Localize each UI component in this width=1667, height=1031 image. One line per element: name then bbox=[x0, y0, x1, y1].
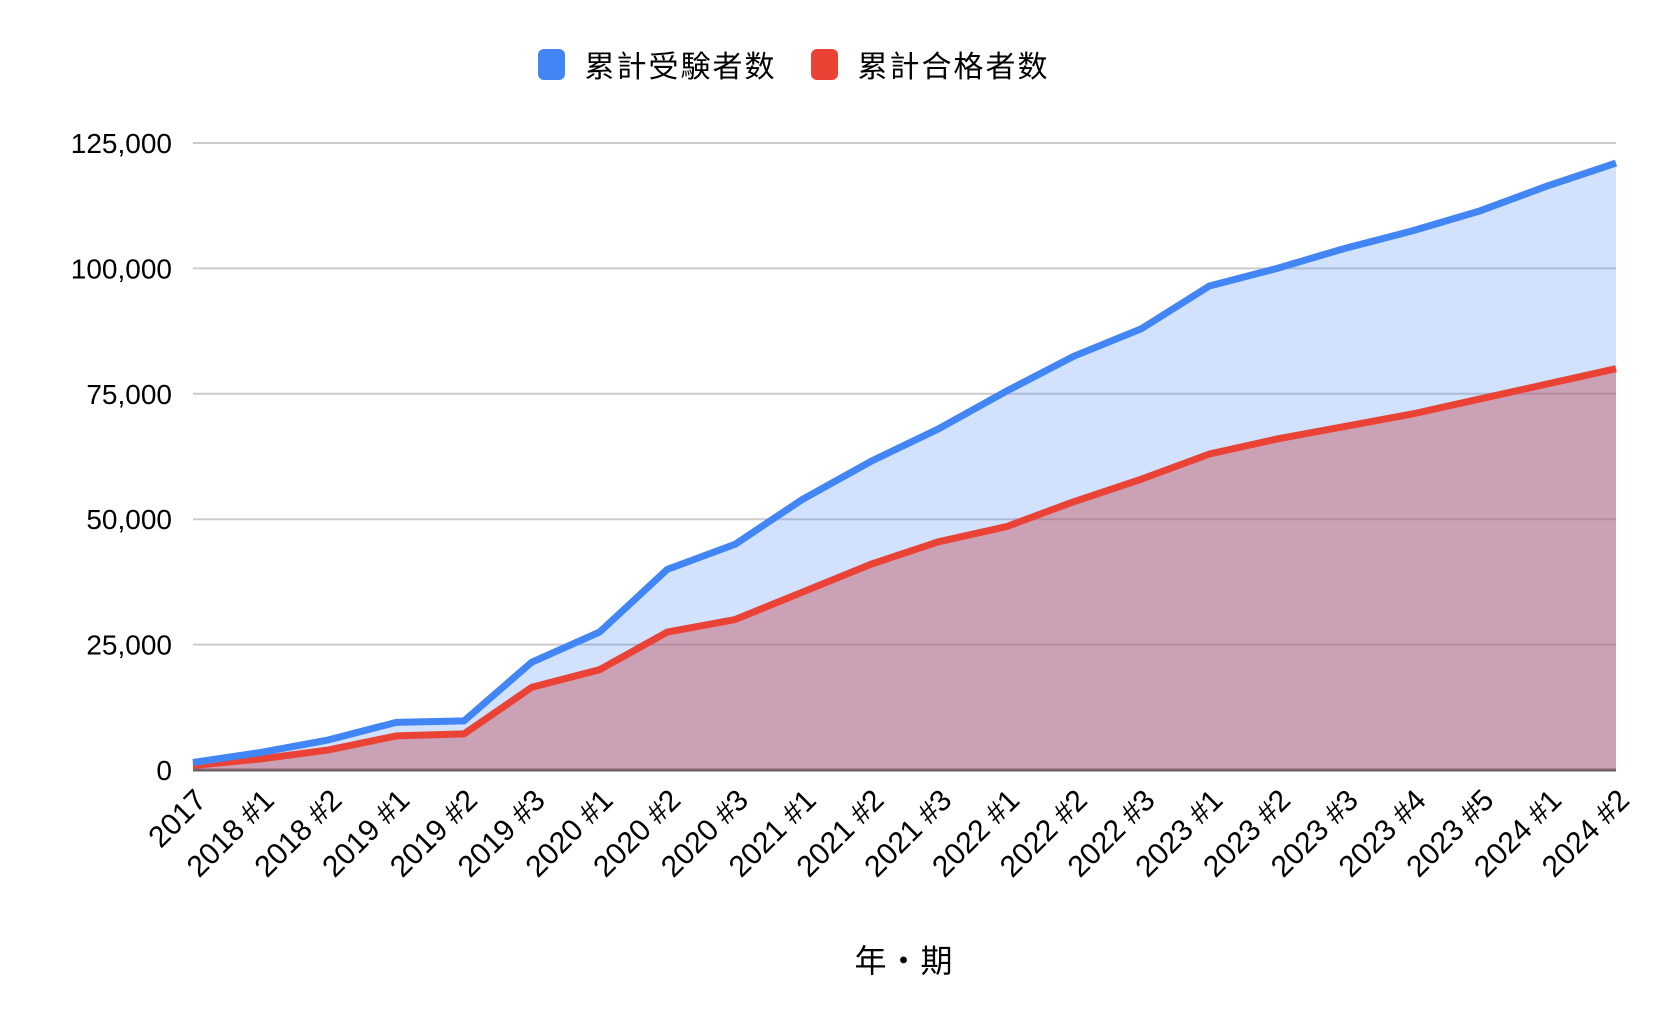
legend-item-examinees: 累計受験者数 bbox=[537, 42, 777, 86]
legend: 累計受験者数 累計合格者数 bbox=[537, 42, 1050, 86]
legend-swatch-examinees-icon bbox=[537, 48, 565, 80]
y-tick-label: 75,000 bbox=[86, 379, 172, 410]
y-tick-label: 0 bbox=[156, 755, 172, 786]
series-line-0 bbox=[192, 159, 1618, 766]
x-axis-title: 年・期 bbox=[854, 943, 954, 979]
y-tick-label: 25,000 bbox=[86, 630, 172, 661]
legend-label-passers: 累計合格者数 bbox=[857, 51, 1050, 84]
legend-swatch-passers-icon bbox=[810, 48, 838, 80]
legend-label-examinees: 累計受験者数 bbox=[584, 51, 777, 84]
series-line-1 bbox=[192, 365, 1617, 769]
area-fill-0 bbox=[193, 163, 1616, 771]
legend-item-passers: 累計合格者数 bbox=[810, 42, 1050, 86]
y-tick-label: 100,000 bbox=[71, 253, 172, 284]
y-tick-label: 50,000 bbox=[86, 504, 172, 535]
y-tick-label: 125,000 bbox=[71, 128, 172, 159]
area-fill-1 bbox=[193, 368, 1616, 770]
